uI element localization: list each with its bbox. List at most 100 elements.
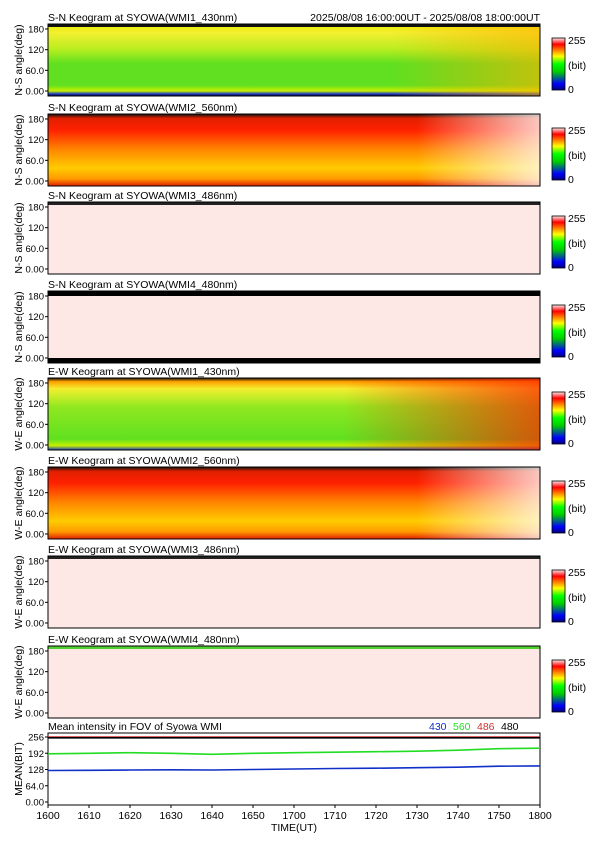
y-axis-label: W-E angle(deg) <box>13 377 25 450</box>
colorbar-max: 255 <box>568 478 586 490</box>
panel-title: S-N Keogram at SYOWA(WMI2_560nm) <box>48 102 237 114</box>
keogram-edge-top <box>48 646 540 649</box>
panel-title: S-N Keogram at SYOWA(WMI1_430nm) <box>48 12 237 24</box>
y-tick-label: 60.0 <box>26 420 45 431</box>
x-tick-label: 1720 <box>364 810 388 822</box>
colorbar-min: 0 <box>568 262 574 274</box>
y-tick-label: 60.0 <box>26 156 45 167</box>
colorbar-min: 0 <box>568 527 574 539</box>
panel-frame <box>47 645 541 719</box>
keogram-shading <box>48 467 540 539</box>
y-tick-label: 60.0 <box>26 509 45 520</box>
x-tick-label: 1620 <box>118 810 142 822</box>
keogram-panel-8: E-W Keogram at SYOWA(WMI4_480nm) 180 120 60… <box>13 634 586 720</box>
y-tick-label: 180 <box>28 557 44 568</box>
y-tick-label: 0.00 <box>26 441 45 452</box>
y-axis-label: W-E angle(deg) <box>13 555 25 628</box>
x-tick-label: 1730 <box>405 810 429 822</box>
panel-frame <box>47 23 541 97</box>
y-tick-label: 120 <box>28 135 44 146</box>
y-tick-label: 60.0 <box>26 244 45 255</box>
series-line-560 <box>47 747 541 756</box>
y-tick-label: 180 <box>28 292 44 303</box>
y-axis-label: W-E angle(deg) <box>13 645 25 718</box>
panel-title: E-W Keogram at SYOWA(WMI4_480nm) <box>48 634 240 646</box>
y-tick-label: 0.00 <box>26 265 45 276</box>
y-tick-label: 0.00 <box>26 530 45 541</box>
y-tick-label: 256 <box>28 733 44 744</box>
legend-item-430: 430 <box>429 721 447 733</box>
keogram-shading <box>48 114 540 186</box>
colorbar-unit: (bit) <box>568 238 586 250</box>
y-axis-label: N-S angle(deg) <box>13 24 25 95</box>
panel-frame <box>47 201 541 275</box>
legend-item-480: 480 <box>501 721 519 733</box>
y-tick-label: 120 <box>28 399 44 410</box>
colorbar-max: 255 <box>568 302 586 314</box>
panel-title: E-W Keogram at SYOWA(WMI2_560nm) <box>48 455 240 467</box>
y-tick-label: 0.00 <box>26 798 45 809</box>
colorbar <box>551 480 566 534</box>
keogram-panel-5: E-W Keogram at SYOWA(WMI1_430nm) 180 120 60… <box>13 366 586 452</box>
y-axis-label: W-E angle(deg) <box>13 466 25 539</box>
y-tick-label: 60.0 <box>26 333 45 344</box>
y-tick-label: 60.0 <box>26 598 45 609</box>
y-tick-label: 0.00 <box>26 709 45 720</box>
colorbar-max: 255 <box>568 389 586 401</box>
x-tick-label: 1650 <box>241 810 265 822</box>
colorbar <box>551 569 566 623</box>
colorbar <box>551 127 566 181</box>
y-tick-label: 120 <box>28 577 44 588</box>
y-tick-label: 0.00 <box>26 87 45 98</box>
x-tick-label: 1700 <box>282 810 306 822</box>
colorbar-min: 0 <box>568 438 574 450</box>
y-axis-label: MEAN(BIT) <box>13 742 25 796</box>
y-tick-label: 120 <box>28 488 44 499</box>
colorbar-max: 255 <box>568 657 586 669</box>
panel-title: S-N Keogram at SYOWA(WMI3_486nm) <box>48 190 237 202</box>
keogram-panel-1: S-N Keogram at SYOWA(WMI1_430nm) 2025/08/… <box>13 12 586 98</box>
time-range: 2025/08/08 16:00:00UT - 2025/08/08 18:00… <box>310 12 540 24</box>
colorbar-min: 0 <box>568 351 574 363</box>
x-tick-label: 1600 <box>36 810 60 822</box>
legend-item-560: 560 <box>453 721 471 733</box>
series-line-430 <box>47 765 541 772</box>
x-tick-label: 1800 <box>528 810 552 822</box>
keogram-panel-6: E-W Keogram at SYOWA(WMI2_560nm) 180 120 60… <box>13 455 586 541</box>
y-tick-label: 0.00 <box>26 619 45 630</box>
y-tick-label: 0.00 <box>26 177 45 188</box>
keogram-panel-2: S-N Keogram at SYOWA(WMI2_560nm) 180 120 60… <box>13 102 586 188</box>
y-tick-label: 64.0 <box>26 781 45 792</box>
chart-title: Mean intensity in FOV of Syowa WMI <box>48 721 222 733</box>
panel-frame <box>47 555 541 629</box>
keogram-image <box>48 556 540 628</box>
y-tick-label: 180 <box>28 203 44 214</box>
panel-frame <box>47 466 541 540</box>
colorbar-unit: (bit) <box>568 60 586 72</box>
colorbar <box>551 37 566 91</box>
colorbar-max: 255 <box>568 567 586 579</box>
keogram-image <box>48 291 540 363</box>
keogram-edge-top <box>48 556 540 559</box>
y-axis-label: N-S angle(deg) <box>13 114 25 185</box>
colorbar <box>551 215 566 269</box>
colorbar-min: 0 <box>568 706 574 718</box>
y-tick-label: 120 <box>28 223 44 234</box>
colorbar-unit: (bit) <box>568 503 586 515</box>
y-tick-label: 60.0 <box>26 688 45 699</box>
colorbar <box>551 659 566 713</box>
panel-frame <box>47 377 541 451</box>
y-tick-label: 120 <box>28 312 44 323</box>
colorbar-min: 0 <box>568 84 574 96</box>
keogram-panel-4: S-N Keogram at SYOWA(WMI4_480nm) 180 120 60… <box>13 279 586 365</box>
x-tick-label: 1750 <box>487 810 511 822</box>
x-tick-label: 1640 <box>200 810 224 822</box>
panel-title: S-N Keogram at SYOWA(WMI4_480nm) <box>48 279 237 291</box>
keogram-shading <box>48 24 540 96</box>
legend-item-486: 486 <box>477 721 495 733</box>
x-tick-label: 1710 <box>323 810 347 822</box>
y-tick-label: 180 <box>28 468 44 479</box>
colorbar-min: 0 <box>568 174 574 186</box>
colorbar-min: 0 <box>568 616 574 628</box>
